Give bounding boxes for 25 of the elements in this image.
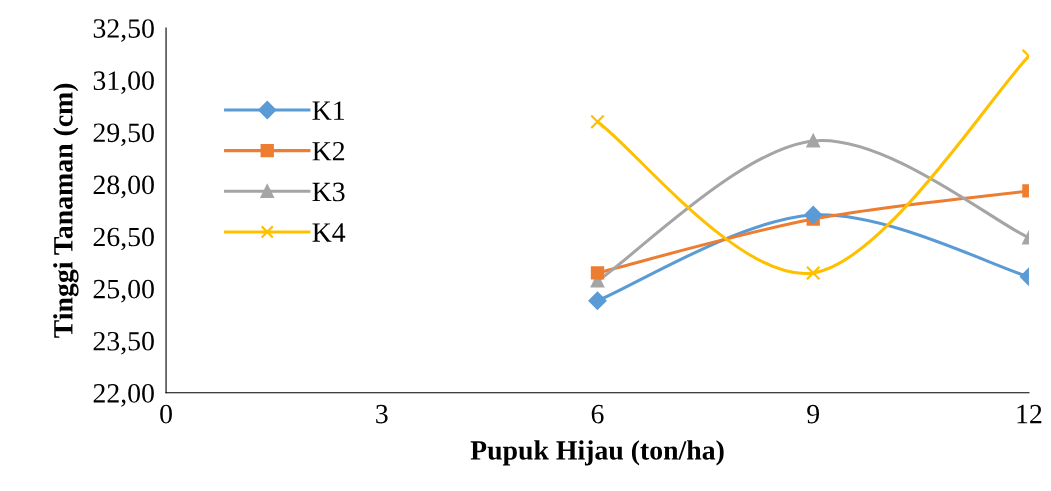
y-tick-label: 32,50: [93, 19, 154, 42]
point: [590, 114, 605, 130]
point: [590, 266, 605, 280]
legend-label: K3: [312, 182, 345, 202]
point: [588, 291, 607, 310]
legend-label: K1: [312, 101, 344, 120]
legend-label: K2: [312, 141, 345, 161]
x-axis-title: Pupuk Hijau (ton/ha): [470, 440, 724, 466]
y-tick-label: 31,00: [93, 71, 154, 95]
legend-label: K4: [312, 223, 346, 242]
point: [805, 265, 821, 281]
x-tick-label: 6: [591, 404, 604, 424]
y-tick-label: 25,00: [93, 279, 154, 303]
y-tick-label: 23,50: [93, 331, 154, 355]
x-tick-label: 0: [160, 404, 172, 424]
point: [804, 205, 823, 224]
point: [806, 134, 820, 148]
y-tick-label: 28,00: [93, 175, 154, 199]
y-tick-label: 26,50: [93, 227, 154, 251]
y-tick-label: 22,00: [93, 383, 154, 407]
x-tick-label: 3: [376, 404, 388, 424]
x-tick-label: 12: [1017, 404, 1042, 424]
x-tick-label: 9: [807, 404, 820, 424]
y-axis-title: Tinggi Tanaman (cm): [53, 83, 79, 338]
y-tick-label: 29,50: [93, 123, 154, 147]
